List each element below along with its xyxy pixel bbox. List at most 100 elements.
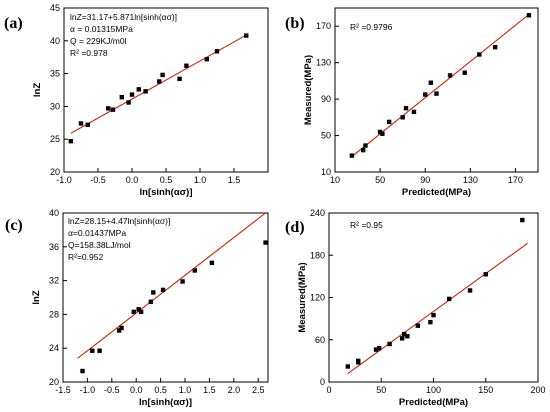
data-point — [345, 364, 351, 369]
data-point — [400, 115, 405, 120]
y-tick-label: 10 — [321, 167, 331, 177]
data-point — [129, 92, 135, 97]
fit-annotation: lnZ=28.15+4.47ln[sinh(ασ)] — [68, 216, 170, 226]
y-axis-title: Measured(MPa) — [297, 262, 308, 332]
data-point — [483, 272, 488, 277]
fit-annotation: α = 0.01315MPa — [70, 24, 133, 34]
y-axis-title: lnZ — [32, 83, 43, 97]
data-point — [157, 79, 162, 84]
y-tick-label: 90 — [321, 94, 331, 104]
data-point — [192, 268, 197, 273]
data-point — [126, 100, 131, 105]
fit-annotation: Q = 229KJ/m0l — [70, 36, 127, 46]
y-tick-label: 20 — [49, 377, 59, 387]
data-point — [119, 95, 124, 100]
data-point — [492, 44, 498, 50]
x-tick-label: 0.5 — [160, 175, 173, 185]
data-point — [131, 309, 136, 315]
y-tick-label: 120 — [310, 293, 325, 303]
x-tick-label: -0.5 — [104, 385, 120, 395]
x-tick-label: 0 — [326, 385, 331, 395]
x-tick-label: -1.0 — [80, 385, 96, 395]
plot-frame — [328, 212, 539, 383]
x-tick-label: -1.0 — [56, 175, 72, 185]
data-point — [97, 348, 102, 353]
x-tick-label: 2.0 — [228, 385, 241, 395]
data-point — [387, 341, 392, 347]
data-point — [402, 331, 407, 337]
data-point — [373, 347, 379, 352]
panel-b: 10 50 90 130 170 10 50 90 130 170 Predicted(MPa) Me… — [285, 7, 539, 198]
y-tick-label: 30 — [50, 101, 60, 111]
y-tick-label: 60 — [315, 335, 325, 345]
data-point — [477, 52, 482, 57]
data-point — [148, 299, 154, 304]
data-point — [356, 360, 361, 365]
data-point — [80, 368, 85, 374]
y-tick-label: 24 — [49, 343, 59, 353]
data-point — [423, 92, 428, 97]
x-tick-label: 100 — [426, 385, 441, 395]
y-tick-label: 50 — [321, 131, 331, 141]
data-point — [520, 217, 525, 223]
x-tick-label: 1.5 — [228, 175, 241, 185]
x-tick-label: 0.5 — [154, 385, 167, 395]
data-point — [110, 107, 116, 112]
fit-annotation: R² =0.9796 — [350, 22, 393, 32]
y-tick-label: 28 — [49, 309, 59, 319]
x-tick-label: -0.5 — [90, 175, 106, 185]
fit-line — [347, 242, 528, 374]
x-tick-label: 130 — [463, 175, 478, 185]
fit-annotation: R² =0.978 — [70, 48, 108, 58]
data-point — [403, 106, 409, 111]
data-point — [184, 63, 189, 68]
y-tick-label: 130 — [316, 58, 331, 68]
y-axis-title: lnZ — [31, 290, 42, 304]
data-point — [106, 106, 111, 111]
panel-label: (b) — [285, 15, 305, 32]
data-point — [160, 287, 166, 293]
data-point — [399, 336, 405, 341]
fit-line — [350, 13, 530, 158]
data-point — [180, 279, 185, 284]
data-point — [434, 91, 439, 96]
x-tick-label: 2.5 — [252, 385, 265, 395]
data-point — [377, 129, 383, 135]
data-point — [376, 346, 382, 351]
data-point — [363, 143, 368, 148]
data-point — [431, 312, 436, 318]
x-axis-title: ln[sinh(ασ)] — [140, 187, 193, 198]
data-point — [360, 147, 366, 153]
data-point — [116, 328, 122, 333]
y-tick-label: 35 — [50, 69, 60, 79]
y-tick-label: 170 — [316, 21, 331, 31]
data-point — [143, 89, 148, 94]
y-tick-label: 40 — [49, 208, 59, 218]
x-axis-title: Predicted(MPa) — [402, 187, 471, 198]
data-point — [136, 307, 141, 312]
data-point — [526, 13, 532, 18]
x-tick-label: 170 — [508, 175, 523, 185]
y-tick-label: 40 — [50, 36, 60, 46]
data-point — [78, 121, 84, 126]
x-tick-label: 10 — [330, 175, 340, 185]
data-point — [411, 109, 417, 115]
fit-annotation: R² =0.95 — [350, 220, 383, 230]
fit-annotation: lnZ=31.17+5.871ln[sinh(ασ)] — [70, 12, 177, 22]
panel-label: (a) — [4, 15, 23, 32]
data-point — [446, 296, 452, 302]
data-point — [151, 290, 156, 295]
data-point — [415, 323, 421, 328]
y-tick-label: 25 — [50, 134, 60, 144]
data-point — [209, 260, 215, 266]
y-tick-label: 45 — [50, 3, 60, 13]
x-tick-label: 1.0 — [194, 175, 207, 185]
data-point — [380, 131, 385, 136]
y-tick-label: 32 — [49, 276, 59, 286]
panel-c: -1.5 -1.0 -0.5 0.0 0.5 1.0 1.5 2.0 2.5 20 24 28 32 36… — [5, 208, 269, 408]
y-tick-label: 20 — [50, 167, 60, 177]
plot-frame — [62, 212, 269, 383]
data-point — [160, 72, 165, 78]
data-point — [119, 325, 124, 331]
